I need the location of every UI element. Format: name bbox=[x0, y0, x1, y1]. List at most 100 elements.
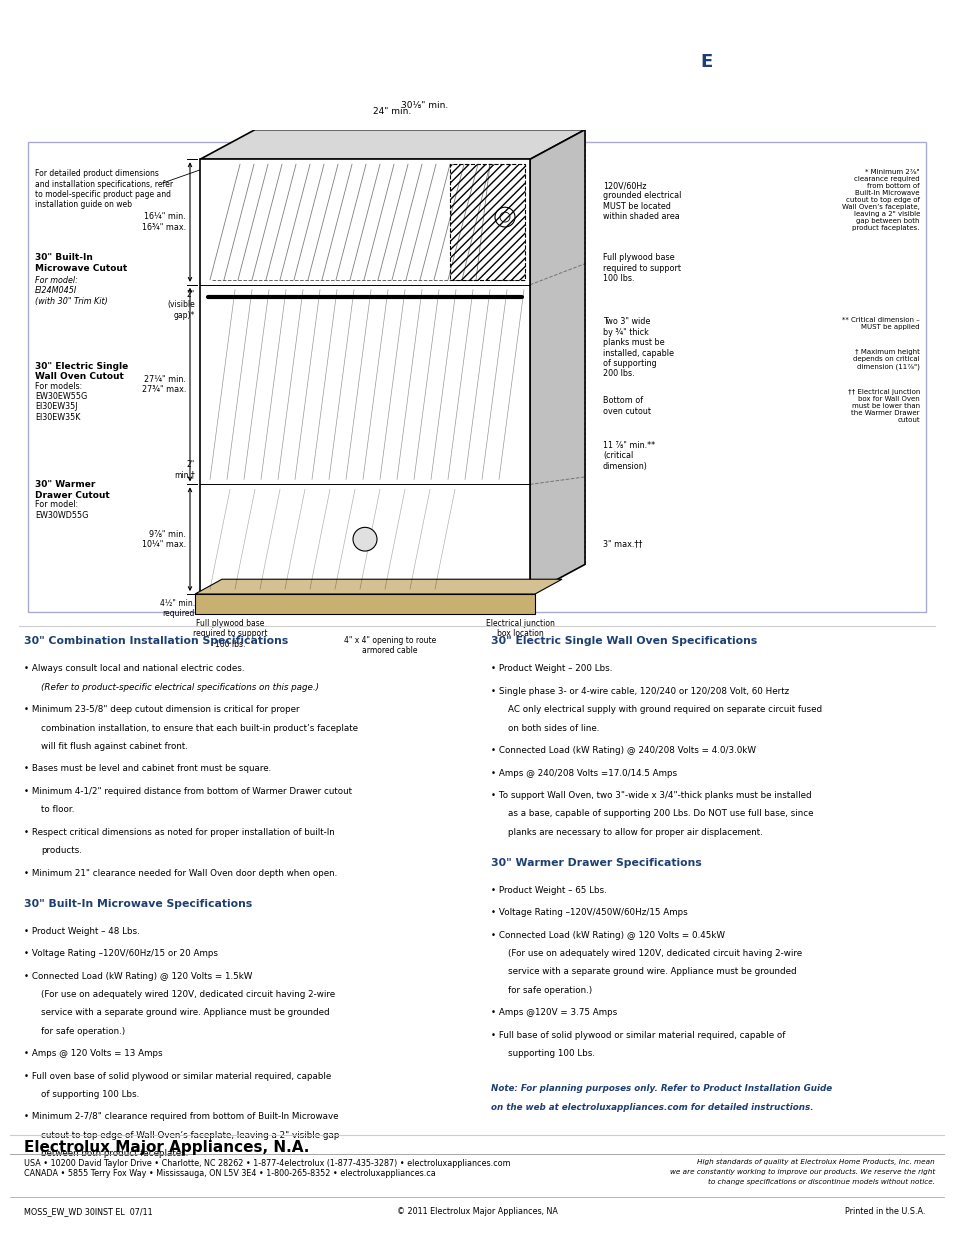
Text: † Maximum height
depends on critical
dimension (11⅞"): † Maximum height depends on critical dim… bbox=[853, 350, 919, 369]
Text: CANADA • 5855 Terry Fox Way • Mississauga, ON L5V 3E4 • 1-800-265-8352 • electro: CANADA • 5855 Terry Fox Way • Mississaug… bbox=[24, 1170, 436, 1178]
Text: • Product Weight – 48 Lbs.: • Product Weight – 48 Lbs. bbox=[24, 926, 139, 936]
Text: 16¼" min.
16¾" max.: 16¼" min. 16¾" max. bbox=[142, 212, 186, 232]
Text: 30" Warmer
Drawer Cutout: 30" Warmer Drawer Cutout bbox=[35, 480, 110, 500]
Circle shape bbox=[495, 207, 515, 227]
Text: • Full base of solid plywood or similar material required, capable of: • Full base of solid plywood or similar … bbox=[491, 1031, 785, 1040]
Text: Note: For planning purposes only. Refer to Product Installation Guide: Note: For planning purposes only. Refer … bbox=[491, 1084, 832, 1093]
Text: 3" max.††: 3" max.†† bbox=[602, 540, 641, 548]
Text: • Minimum 23-5/8" deep cutout dimension is critical for proper: • Minimum 23-5/8" deep cutout dimension … bbox=[24, 705, 299, 714]
Text: Bottom of
oven cutout: Bottom of oven cutout bbox=[602, 396, 650, 416]
Bar bbox=[686, 23, 726, 106]
Text: 28 ½" min.
28 ¾" max.: 28 ½" min. 28 ¾" max. bbox=[218, 530, 265, 548]
Text: • Full oven base of solid plywood or similar material required, capable: • Full oven base of solid plywood or sim… bbox=[24, 1072, 331, 1081]
Text: • Minimum 2-7/8" clearance required from bottom of Built-In Microwave: • Minimum 2-7/8" clearance required from… bbox=[24, 1113, 338, 1121]
Polygon shape bbox=[194, 579, 561, 594]
Text: AC only electrical supply with ground required on separate circuit fused: AC only electrical supply with ground re… bbox=[508, 705, 821, 714]
Text: Electrical junction
box location: Electrical junction box location bbox=[485, 619, 554, 638]
Text: MOSS_EW_WD 30INST EL  07/11: MOSS_EW_WD 30INST EL 07/11 bbox=[24, 1207, 152, 1215]
Text: • Product Weight – 200 Lbs.: • Product Weight – 200 Lbs. bbox=[491, 664, 612, 673]
Circle shape bbox=[353, 527, 376, 551]
Text: • Always consult local and national electric codes.: • Always consult local and national elec… bbox=[24, 664, 244, 673]
Text: For models:
EW30EW55G
EI30EW35J
EI30EW35K: For models: EW30EW55G EI30EW35J EI30EW35… bbox=[35, 382, 87, 422]
Text: • Voltage Rating –120V/450W/60Hz/15 Amps: • Voltage Rating –120V/450W/60Hz/15 Amps bbox=[491, 908, 687, 918]
Text: * Minimum 2⅞"
clearance required
from bottom of
Built-In Microwave
cutout to top: * Minimum 2⅞" clearance required from bo… bbox=[841, 169, 919, 231]
Text: (Refer to product-specific electrical specifications on this page.): (Refer to product-specific electrical sp… bbox=[41, 683, 318, 692]
Bar bbox=[194, 594, 535, 614]
Bar bbox=[200, 159, 530, 594]
Text: Two 3" wide
by ¾" thick
planks must be
installed, capable
of supporting
200 lbs.: Two 3" wide by ¾" thick planks must be i… bbox=[602, 317, 673, 378]
Text: (For use on adequately wired 120V, dedicated circuit having 2-wire: (For use on adequately wired 120V, dedic… bbox=[508, 948, 801, 958]
Text: ** Critical dimension –
MUST be applied: ** Critical dimension – MUST be applied bbox=[841, 317, 919, 331]
Text: • Product Weight – 65 Lbs.: • Product Weight – 65 Lbs. bbox=[491, 885, 606, 895]
Text: Built-In Microwave/Single Wall Oven/Warmer Drawer: Built-In Microwave/Single Wall Oven/Warm… bbox=[21, 80, 578, 99]
Text: Electrolux Major Appliances, N.A.: Electrolux Major Appliances, N.A. bbox=[24, 1140, 309, 1155]
Text: 30" Warmer Drawer Specifications: 30" Warmer Drawer Specifications bbox=[491, 858, 701, 868]
Text: • Connected Load (kW Rating) @ 240/208 Volts = 4.0/3.0kW: • Connected Load (kW Rating) @ 240/208 V… bbox=[491, 746, 756, 755]
Text: 30" Electric Single
Wall Oven Cutout: 30" Electric Single Wall Oven Cutout bbox=[35, 362, 128, 382]
Text: Printed in the U.S.A.: Printed in the U.S.A. bbox=[844, 1207, 924, 1215]
Text: • Voltage Rating –120V/60Hz/15 or 20 Amps: • Voltage Rating –120V/60Hz/15 or 20 Amp… bbox=[24, 948, 217, 958]
Text: 11 ⅞" min.**
(critical
dimension): 11 ⅞" min.** (critical dimension) bbox=[602, 441, 655, 471]
Text: 4" x 4" opening to route
armored cable: 4" x 4" opening to route armored cable bbox=[343, 636, 436, 655]
Text: will fit flush against cabinet front.: will fit flush against cabinet front. bbox=[41, 742, 188, 751]
Text: • To support Wall Oven, two 3"-wide x 3/4"-thick planks must be installed: • To support Wall Oven, two 3"-wide x 3/… bbox=[491, 790, 811, 800]
Text: supporting 100 Lbs.: supporting 100 Lbs. bbox=[508, 1049, 595, 1058]
Text: • Connected Load (kW Rating) @ 120 Volts = 1.5kW: • Connected Load (kW Rating) @ 120 Volts… bbox=[24, 972, 252, 981]
Text: 9⅞" min.
10¼" max.: 9⅞" min. 10¼" max. bbox=[142, 530, 186, 548]
Text: • Bases must be level and cabinet front must be square.: • Bases must be level and cabinet front … bbox=[24, 764, 271, 773]
Text: as a base, capable of supporting 200 Lbs. Do NOT use full base, since: as a base, capable of supporting 200 Lbs… bbox=[508, 809, 813, 819]
Text: 27¼" min.
27¾" max.: 27¼" min. 27¾" max. bbox=[141, 375, 186, 394]
Text: • Amps @ 240/208 Volts =17.0/14.5 Amps: • Amps @ 240/208 Volts =17.0/14.5 Amps bbox=[491, 768, 677, 778]
Text: • Minimum 4-1/2" required distance from bottom of Warmer Drawer cutout: • Minimum 4-1/2" required distance from … bbox=[24, 787, 352, 795]
Text: Trim Kit –
⅞" faceplate
overlap
23⅞" min.**
(critical dimension): Trim Kit – ⅞" faceplate overlap 23⅞" min… bbox=[339, 340, 414, 390]
Polygon shape bbox=[200, 130, 584, 159]
Text: Electrolux: Electrolux bbox=[734, 52, 882, 78]
Text: for safe operation.): for safe operation.) bbox=[508, 986, 592, 995]
Text: High standards of quality at Electrolux Home Products, Inc. mean: High standards of quality at Electrolux … bbox=[697, 1158, 934, 1165]
Bar bbox=[450, 164, 524, 280]
Text: Full plywood base
required to support
100 lbs.: Full plywood base required to support 10… bbox=[193, 619, 267, 648]
Text: 28 ⅛" min.
28 ¼" max.: 28 ⅛" min. 28 ¼" max. bbox=[218, 367, 265, 387]
Text: For detailed product dimensions
and installation specifications, refer
to model-: For detailed product dimensions and inst… bbox=[35, 169, 172, 210]
Text: on both sides of line.: on both sides of line. bbox=[508, 724, 599, 732]
Text: service with a separate ground wire. Appliance must be grounded: service with a separate ground wire. App… bbox=[41, 1008, 330, 1018]
Text: for safe operation.): for safe operation.) bbox=[41, 1026, 125, 1036]
Text: For model:
EW30WD55G: For model: EW30WD55G bbox=[35, 500, 89, 520]
Text: 25¼" min.
25⅛" max.: 25¼" min. 25⅛" max. bbox=[220, 207, 264, 227]
Text: • Amps @ 120 Volts = 13 Amps: • Amps @ 120 Volts = 13 Amps bbox=[24, 1049, 162, 1058]
Text: we are constantly working to improve our products. We reserve the right: we are constantly working to improve our… bbox=[669, 1170, 934, 1176]
Text: 24" min.: 24" min. bbox=[373, 107, 411, 116]
Text: • Single phase 3- or 4-wire cable, 120/240 or 120/208 Volt, 60 Hertz: • Single phase 3- or 4-wire cable, 120/2… bbox=[491, 687, 789, 695]
Text: 30" Combination Installation –: 30" Combination Installation – bbox=[21, 32, 352, 52]
Text: • Connected Load (kW Rating) @ 120 Volts = 0.45kW: • Connected Load (kW Rating) @ 120 Volts… bbox=[491, 931, 724, 940]
Text: to floor.: to floor. bbox=[41, 805, 74, 814]
Polygon shape bbox=[530, 130, 584, 594]
Text: © 2011 Electrolux Major Appliances, NA: © 2011 Electrolux Major Appliances, NA bbox=[396, 1207, 557, 1215]
Text: • Respect critical dimensions as noted for proper installation of built-In: • Respect critical dimensions as noted f… bbox=[24, 827, 335, 836]
Text: Full plywood base
required to support
100 lbs.: Full plywood base required to support 10… bbox=[602, 253, 680, 283]
Text: 4½" min.
required: 4½" min. required bbox=[160, 599, 194, 619]
Text: products.: products. bbox=[41, 846, 82, 855]
Text: between both product faceplates.: between both product faceplates. bbox=[41, 1149, 188, 1158]
Text: USA • 10200 David Taylor Drive • Charlotte, NC 28262 • 1-877-4electrolux (1-877-: USA • 10200 David Taylor Drive • Charlot… bbox=[24, 1158, 510, 1168]
Text: 2"
min.†: 2" min.† bbox=[174, 459, 194, 479]
Text: to change specifications or discontinue models without notice.: to change specifications or discontinue … bbox=[707, 1179, 934, 1186]
Text: †† Electrical junction
box for Wall Oven
must be lower than
the Warmer Drawer
cu: †† Electrical junction box for Wall Oven… bbox=[846, 389, 919, 422]
Text: E: E bbox=[700, 53, 712, 72]
Text: 30⅛" min.: 30⅛" min. bbox=[401, 101, 448, 110]
Text: 30" Combination Installation Specifications: 30" Combination Installation Specificati… bbox=[24, 636, 288, 646]
Text: 2"
(visible
gap)*: 2" (visible gap)* bbox=[167, 290, 194, 320]
Text: on the web at electroluxappliances.com for detailed instructions.: on the web at electroluxappliances.com f… bbox=[491, 1103, 813, 1112]
Text: 30" Built-In Microwave Specifications: 30" Built-In Microwave Specifications bbox=[24, 899, 252, 909]
Text: 30" Electric Single Wall Oven Specifications: 30" Electric Single Wall Oven Specificat… bbox=[491, 636, 757, 646]
Text: 120V/60Hz
grounded electrical
MUST be located
within shaded area: 120V/60Hz grounded electrical MUST be lo… bbox=[602, 182, 680, 221]
Text: • Minimum 21" clearance needed for Wall Oven door depth when open.: • Minimum 21" clearance needed for Wall … bbox=[24, 868, 336, 878]
Text: planks are necessary to allow for proper air displacement.: planks are necessary to allow for proper… bbox=[508, 827, 762, 836]
Text: 30" Built-In
Microwave Cutout: 30" Built-In Microwave Cutout bbox=[35, 253, 127, 273]
Text: (For use on adequately wired 120V, dedicated circuit having 2-wire: (For use on adequately wired 120V, dedic… bbox=[41, 990, 335, 999]
Text: For model:
EI24M045I
(with 30" Trim Kit): For model: EI24M045I (with 30" Trim Kit) bbox=[35, 275, 108, 306]
Text: of supporting 100 Lbs.: of supporting 100 Lbs. bbox=[41, 1089, 139, 1099]
Text: cutout to top edge of Wall Oven’s faceplate, leaving a 2" visible gap: cutout to top edge of Wall Oven’s facepl… bbox=[41, 1131, 339, 1140]
Text: service with a separate ground wire. Appliance must be grounded: service with a separate ground wire. App… bbox=[508, 967, 797, 977]
Text: combination installation, to ensure that each built-in product’s faceplate: combination installation, to ensure that… bbox=[41, 724, 357, 732]
